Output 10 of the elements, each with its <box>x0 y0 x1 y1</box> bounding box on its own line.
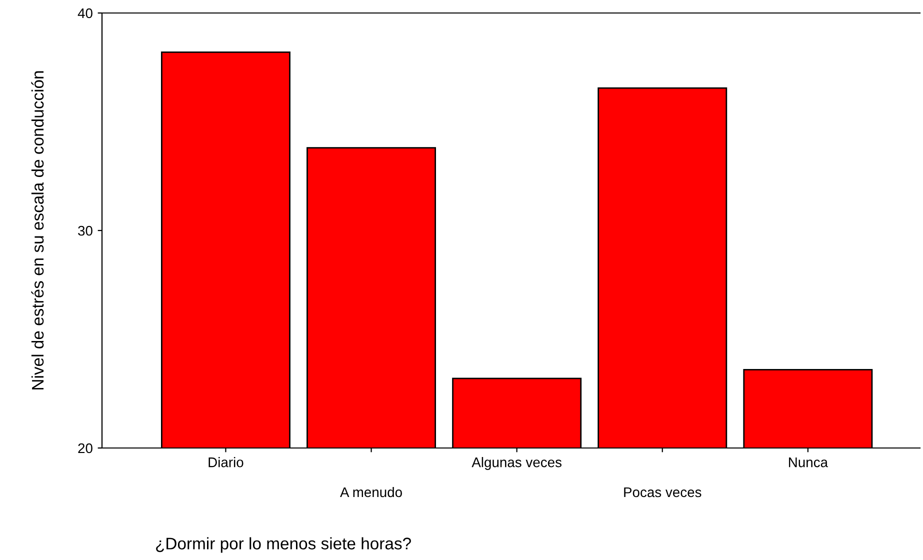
y-tick-label: 40 <box>78 8 92 18</box>
x-tick-label: A menudo <box>340 486 402 498</box>
x-tick-label: Diario <box>208 457 244 468</box>
y-tick-label: 30 <box>78 226 92 236</box>
x-tick-label: Nunca <box>788 458 828 468</box>
y-axis-title: Nivel de estrés en su escala de conducción <box>31 71 44 390</box>
x-axis-title: ¿Dormir por lo menos siete horas? <box>156 537 411 553</box>
x-tick-label: Algunas veces <box>472 457 562 470</box>
x-tick-label: Pocas veces <box>624 487 702 498</box>
y-tick-label: 20 <box>78 443 92 454</box>
